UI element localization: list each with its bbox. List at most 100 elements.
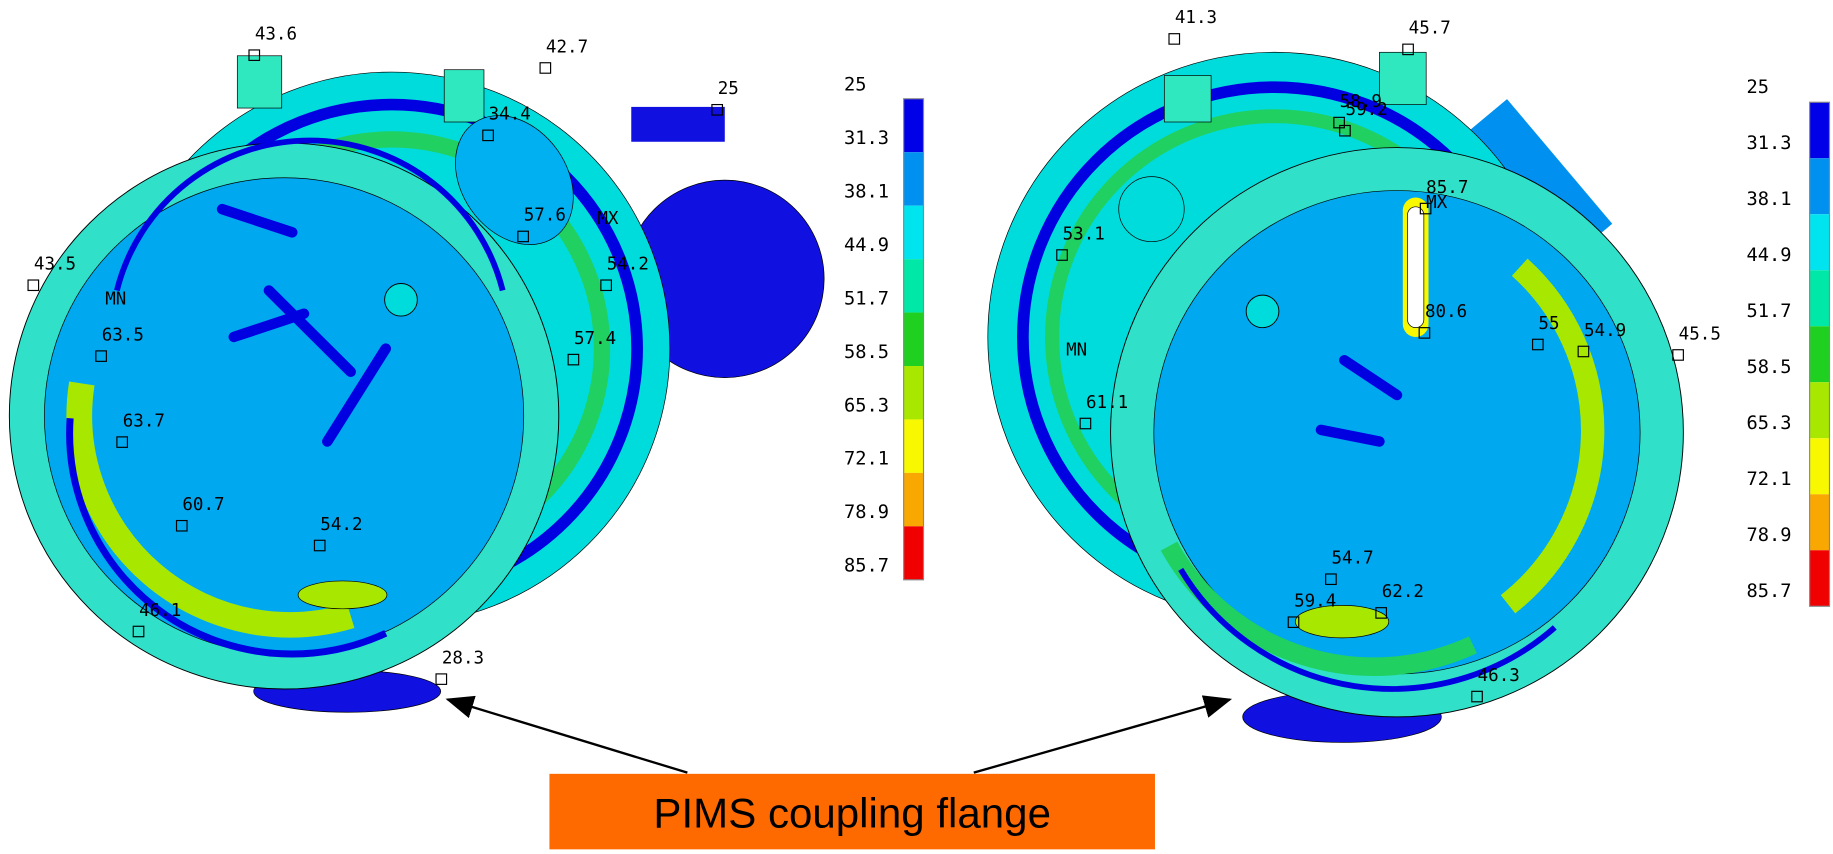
legend-swatch <box>903 526 924 580</box>
legend-swatch <box>903 472 924 527</box>
legend-level: 25 <box>844 75 867 96</box>
probe-label: 59.4 <box>1294 592 1336 612</box>
probe-marker <box>1418 327 1431 339</box>
legend-swatch <box>903 312 924 366</box>
probe-marker <box>1402 43 1414 56</box>
callout-box <box>549 773 1155 850</box>
probe-label: 45.7 <box>1409 19 1451 39</box>
probe-marker <box>567 353 580 366</box>
probe-label: 28.3 <box>442 648 484 668</box>
legend-swatch <box>1809 438 1830 495</box>
legend-level: 38.1 <box>1746 189 1791 210</box>
legend-swatch <box>1809 102 1830 159</box>
probe-label: 46.3 <box>1478 666 1520 686</box>
legend-swatch <box>1809 550 1830 607</box>
legend-level: 58.5 <box>1746 357 1791 378</box>
probe-label: 34.4 <box>489 105 531 125</box>
arrow <box>973 695 1233 774</box>
legend-level: 78.9 <box>1746 525 1791 546</box>
probe-marker <box>116 436 129 448</box>
probe-label: 58.9 <box>1340 92 1382 112</box>
legend-level: 25 <box>1746 77 1769 98</box>
probe-marker <box>1375 607 1388 619</box>
probe-label: 54.7 <box>1331 549 1373 569</box>
legend-level: 51.7 <box>1746 301 1791 322</box>
probe-label: 61.1 <box>1086 393 1128 413</box>
probe-marker <box>95 350 107 362</box>
probe-label: MX <box>597 209 619 229</box>
probe-marker <box>1056 249 1068 261</box>
probe-marker <box>132 625 145 638</box>
probe-marker <box>27 279 40 292</box>
probe-label: 63.7 <box>123 411 165 431</box>
legend-frame <box>903 98 925 581</box>
probe-marker <box>1531 338 1544 351</box>
probe-label: 43.5 <box>34 255 76 275</box>
legend-level: 38.1 <box>844 182 889 203</box>
legend-swatch <box>903 98 924 153</box>
probe-label: 80.6 <box>1425 302 1467 322</box>
probe-label: 60.7 <box>182 495 224 515</box>
legend-level: 58.5 <box>844 342 889 363</box>
probe-label: 43.6 <box>255 25 297 45</box>
probe-marker <box>248 49 261 62</box>
legend-level: 44.9 <box>844 235 889 256</box>
legend-level: 72.1 <box>844 449 889 470</box>
legend-level: 44.9 <box>1746 245 1791 266</box>
probe-label: MN <box>105 289 126 309</box>
legend-level: 31.3 <box>1746 133 1791 154</box>
probe-label: 54.9 <box>1584 321 1626 341</box>
probe-label: 53.1 <box>1063 224 1105 244</box>
probe-label: 25 <box>718 79 739 99</box>
legend-level: 65.3 <box>1746 413 1791 434</box>
probe-label: 57.4 <box>574 329 616 349</box>
probe-marker <box>539 62 552 74</box>
probe-marker <box>1325 573 1337 586</box>
probe-marker <box>517 230 529 243</box>
legend-level: 65.3 <box>844 395 889 416</box>
probe-label: 85.7 <box>1426 178 1468 198</box>
legend-swatch <box>1809 326 1830 383</box>
probe-marker <box>175 519 188 532</box>
probe-marker <box>1079 417 1092 430</box>
legend-level: 78.9 <box>844 502 889 523</box>
probe-label: 45.5 <box>1679 324 1721 344</box>
legend-swatch <box>903 259 924 313</box>
probe-marker <box>1339 124 1351 137</box>
probe-marker <box>1577 345 1590 358</box>
arrow <box>445 695 688 774</box>
probe-marker <box>1419 202 1432 215</box>
probe-marker <box>435 673 448 685</box>
probe-label: 42.7 <box>546 37 588 57</box>
legend-level: 85.7 <box>844 556 889 577</box>
probe-label: 46.1 <box>139 601 181 621</box>
legend-swatch <box>1809 158 1830 215</box>
legend-swatch <box>903 152 924 206</box>
probe-marker <box>313 539 326 552</box>
legend-swatch <box>903 366 924 420</box>
probe-marker <box>600 279 612 292</box>
probe-label: MN <box>1066 341 1087 361</box>
legend-level: 72.1 <box>1746 469 1791 490</box>
legend-swatch <box>903 419 924 473</box>
probe-label: 54.2 <box>320 515 362 535</box>
legend-swatch <box>1809 214 1830 271</box>
probe-label: 41.3 <box>1175 8 1217 28</box>
legend-level: 31.3 <box>844 128 889 149</box>
legend-swatch <box>1809 270 1830 327</box>
probe-label: 63.5 <box>102 325 144 345</box>
callout-text: PIMS coupling flange <box>653 789 1051 836</box>
probe-label: 57.6 <box>524 206 566 226</box>
probe-label: 62.2 <box>1382 582 1424 602</box>
probe-label: 54.2 <box>607 255 649 275</box>
legend-swatch <box>903 205 924 260</box>
legend-swatch <box>1809 382 1830 439</box>
legend-swatch <box>1809 494 1830 551</box>
legend-frame <box>1809 101 1831 607</box>
probe-marker <box>482 129 494 142</box>
probe-label: 55 <box>1538 314 1559 334</box>
probe-marker <box>1287 616 1300 629</box>
legend-level: 51.7 <box>844 288 889 309</box>
probe-marker <box>1471 690 1483 703</box>
